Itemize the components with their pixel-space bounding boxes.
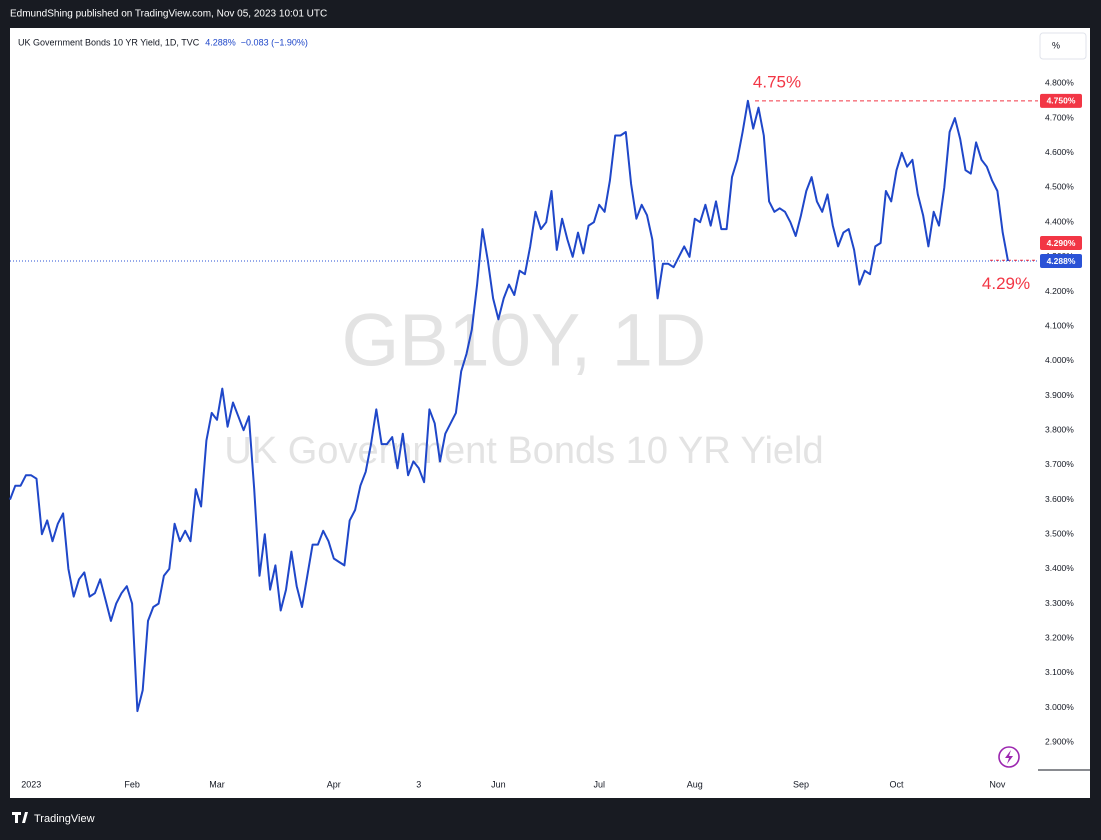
y-tick-label: 4.000%: [1045, 355, 1074, 365]
y-tick-label: 4.700%: [1045, 112, 1074, 122]
x-tick-label: Jul: [593, 779, 605, 789]
y-tick-label: 3.800%: [1045, 424, 1074, 434]
y-tick-label: 3.600%: [1045, 494, 1074, 504]
watermark: GB10Y, 1D: [342, 299, 707, 382]
y-tick-label: 4.500%: [1045, 182, 1074, 192]
y-tick-label: 3.000%: [1045, 702, 1074, 712]
x-tick-label: Nov: [989, 779, 1006, 789]
close-badge-box: [1040, 236, 1082, 251]
y-tick-label: 3.400%: [1045, 563, 1074, 573]
annotation: 4.29%: [982, 274, 1030, 293]
y-tick-label: 4.200%: [1045, 286, 1074, 296]
y-tick-label: 3.700%: [1045, 459, 1074, 469]
last-badge-label: 4.288%: [1047, 256, 1076, 266]
chart-panel: [10, 28, 1090, 798]
y-tick-label: 4.100%: [1045, 320, 1074, 330]
icon-bolt[interactable]: [1005, 750, 1013, 764]
publish-header: EdmundShing published on TradingView.com…: [10, 9, 327, 20]
watermark-subtitle: UK Government Bonds 10 YR Yield: [224, 430, 823, 472]
y-tick-label: 3.200%: [1045, 632, 1074, 642]
x-tick-label: Sep: [793, 779, 809, 789]
x-tick-label: 2023: [21, 779, 41, 789]
scale-button[interactable]: %: [1039, 32, 1087, 60]
high-badge-box: [1040, 93, 1082, 108]
annotation: 4.75%: [753, 72, 801, 91]
y-tick-label: 3.900%: [1045, 390, 1074, 400]
high-badge-label: 4.750%: [1047, 96, 1076, 106]
y-tick-label: 3.100%: [1045, 667, 1074, 677]
y-tick-label: 3.300%: [1045, 598, 1074, 608]
x-tick-label: Oct: [890, 779, 905, 789]
legend-change: −0.083 (−1.90%): [241, 37, 308, 47]
logo-mark: [12, 812, 28, 823]
button-label[interactable]: %: [1052, 40, 1060, 50]
y-tick-label: 4.600%: [1045, 147, 1074, 157]
x-tick-label: Jun: [491, 779, 506, 789]
y-tick-label: 4.400%: [1045, 216, 1074, 226]
legend-last-value: 4.288%: [205, 37, 236, 47]
y-tick-label: 4.800%: [1045, 78, 1074, 88]
x-tick-label: Mar: [209, 779, 225, 789]
button-frame[interactable]: [1039, 32, 1087, 60]
x-tick-label: Feb: [124, 779, 140, 789]
last-badge-box: [1040, 254, 1082, 269]
alert-icon[interactable]: [998, 746, 1020, 768]
footer-brand: TradingView: [34, 813, 95, 825]
x-tick-label: Aug: [687, 779, 703, 789]
series-line: [9, 99, 1009, 713]
x-tick-label: Apr: [327, 779, 341, 789]
y-tick-label: 3.500%: [1045, 528, 1074, 538]
y-tick-label: 2.900%: [1045, 737, 1074, 747]
legend-title: UK Government Bonds 10 YR Yield, 1D, TVC: [18, 37, 200, 47]
close-badge-label: 4.290%: [1047, 238, 1076, 248]
footer-logo: [12, 812, 28, 823]
x-tick-label: 3: [416, 779, 421, 789]
icon-ring[interactable]: [998, 746, 1020, 768]
